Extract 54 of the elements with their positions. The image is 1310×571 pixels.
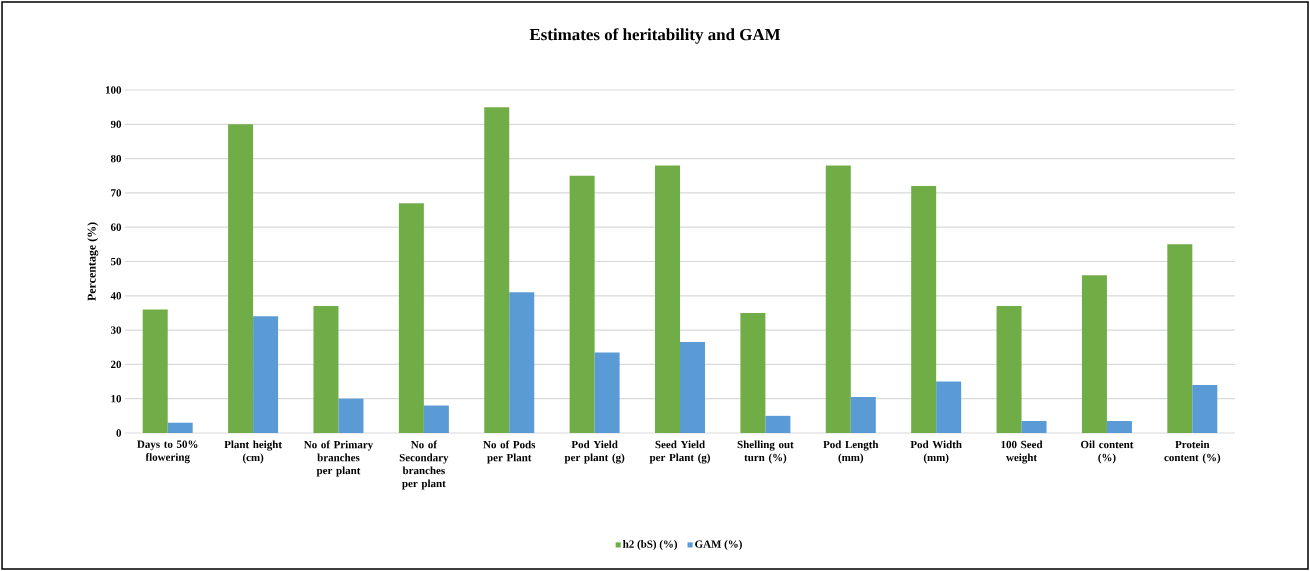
bar (936, 381, 962, 433)
x-tick-label: Pod Length (mm) (823, 440, 879, 464)
bar (509, 292, 535, 433)
bar (1081, 275, 1107, 433)
x-tick-label: Pod Width (mm) (910, 440, 962, 464)
x-tick-label: Oil content (%) (1080, 440, 1134, 464)
x-tick-label: Pod Yield per plant (g) (564, 440, 625, 464)
legend-label: h2 (bS) (%) (623, 540, 678, 550)
y-tick-label: 100 (105, 86, 122, 94)
y-tick-label: 30 (110, 326, 122, 334)
y-axis-title: Percentage (%) (87, 222, 99, 301)
bar (1021, 420, 1047, 433)
y-tick-label: 60 (110, 223, 122, 231)
legend-label: GAM (%) (695, 540, 742, 550)
bar (569, 175, 595, 433)
bar (484, 107, 510, 433)
bar (338, 398, 364, 433)
x-tick-label: Protein content (%) (1164, 440, 1221, 464)
bar (825, 165, 851, 433)
y-tick-label: 50 (110, 257, 122, 266)
y-tick-label: 10 (111, 394, 122, 403)
bar (313, 306, 339, 433)
bar (398, 203, 424, 433)
bar (423, 405, 449, 433)
x-tick-label: Days to 50% flowering (137, 440, 198, 464)
x-tick-label: No of Pods per Plant (483, 440, 536, 464)
bar (740, 312, 766, 433)
bar (253, 316, 279, 433)
bar (594, 352, 620, 433)
bar (850, 396, 876, 433)
y-tick-label: 90 (110, 120, 122, 128)
y-tick-label: 0 (116, 429, 122, 437)
bar (228, 124, 254, 433)
bar (1192, 384, 1218, 433)
bar (167, 422, 193, 433)
y-tick-label: 20 (110, 360, 122, 369)
x-tick-label: Plant height (cm) (224, 440, 282, 464)
bar (1106, 420, 1132, 433)
y-tick-label: 40 (110, 292, 122, 300)
x-tick-label: No of Secondary branches per plant (399, 440, 449, 490)
bar (655, 165, 681, 433)
x-tick-label: Seed Yield per Plant (g) (649, 440, 710, 464)
bar (996, 306, 1022, 433)
bar (142, 309, 168, 433)
y-tick-label: 80 (110, 154, 122, 163)
bar (1167, 244, 1193, 433)
x-tick-label: No of Primary branches per plant (303, 440, 374, 477)
bar (680, 342, 706, 433)
bar (765, 415, 791, 433)
bar (911, 186, 937, 433)
y-tick-label: 70 (111, 189, 122, 197)
chart-title: Estimates of heritability and GAM (529, 28, 781, 44)
x-tick-label: 100 Seed weight (1001, 440, 1043, 464)
x-tick-label: Shelling out turn (%) (737, 440, 794, 464)
